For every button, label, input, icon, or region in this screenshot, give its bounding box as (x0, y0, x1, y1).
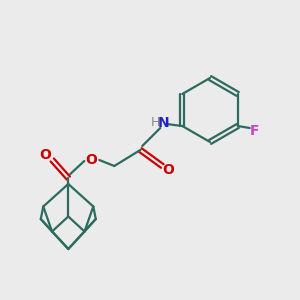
Text: H: H (151, 116, 160, 130)
Text: O: O (39, 148, 51, 162)
Text: O: O (162, 163, 174, 177)
Text: O: O (85, 153, 97, 167)
Text: N: N (158, 116, 169, 130)
Text: F: F (250, 124, 260, 138)
